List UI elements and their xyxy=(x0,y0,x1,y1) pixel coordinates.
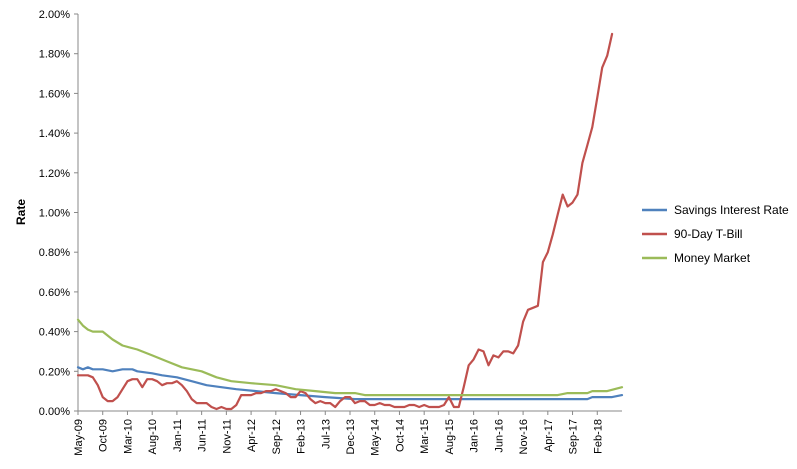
x-tick-label: Jan-16 xyxy=(469,419,481,453)
y-tick-label: 0.60% xyxy=(39,287,70,299)
series-line-90-day-t-bill xyxy=(76,32,614,411)
x-tick-label: Jun-16 xyxy=(493,419,505,453)
plot-area xyxy=(76,32,624,411)
legend-label-90-day-t-bill: 90-Day T-Bill xyxy=(674,227,742,241)
x-tick-label: Feb-18 xyxy=(592,419,604,454)
x-tick-label: Sep-12 xyxy=(271,419,283,454)
series-line-savings-interest-rate xyxy=(76,366,624,401)
y-axis-title: Rate xyxy=(14,199,28,225)
x-tick-label: Dec-13 xyxy=(345,419,357,454)
y-axis: 0.00% 0.20% 0.40% 0.60% 0.80% 1.00% 1.20% 1.40%… xyxy=(39,9,79,418)
x-tick-label: Apr-17 xyxy=(543,419,555,452)
y-tick-label: 1.80% xyxy=(39,49,70,61)
y-tick-label: 1.40% xyxy=(39,128,70,140)
x-tick-label: May-09 xyxy=(73,419,85,456)
x-tick-label: May-14 xyxy=(370,419,382,456)
x-tick-label: Mar-15 xyxy=(419,419,431,454)
y-tick-label: 1.60% xyxy=(39,88,70,100)
x-tick-label: Jun-11 xyxy=(197,419,209,452)
x-axis: May-09 Oct-09 Mar-10 Aug-10 Jan-11 Jun-11 Nov-… xyxy=(73,410,622,456)
x-tick-label: Aug-15 xyxy=(444,419,456,454)
x-tick-label: Aug-10 xyxy=(147,419,159,454)
legend-label-money-market: Money Market xyxy=(674,251,751,265)
x-tick-label: Nov-11 xyxy=(221,419,233,454)
y-tick-label: 0.40% xyxy=(39,327,70,339)
x-tick-label: Oct-09 xyxy=(98,419,110,452)
y-tick-label: 1.00% xyxy=(39,208,70,220)
x-tick-label: Mar-10 xyxy=(122,419,134,454)
x-tick-label: Sep-17 xyxy=(568,419,580,454)
x-tick-label: Nov-16 xyxy=(518,419,530,454)
legend: Savings Interest Rate 90-Day T-Bill Money … xyxy=(642,203,789,265)
x-tick-label: Apr-12 xyxy=(246,419,258,452)
y-tick-label: 0.20% xyxy=(39,366,70,378)
x-tick-label: Jul-13 xyxy=(320,419,332,449)
y-tick-label: 0.80% xyxy=(39,247,70,259)
series-line-money-market xyxy=(76,318,624,397)
x-tick-label: Feb-13 xyxy=(296,419,308,454)
x-tick-label: Oct-14 xyxy=(394,419,406,452)
y-tick-label: 2.00% xyxy=(39,9,70,21)
legend-label-savings-interest-rate: Savings Interest Rate xyxy=(674,203,789,217)
y-tick-label: 1.20% xyxy=(39,168,70,180)
x-tick-label: Jan-11 xyxy=(172,419,184,452)
y-tick-label: 0.00% xyxy=(39,406,70,418)
